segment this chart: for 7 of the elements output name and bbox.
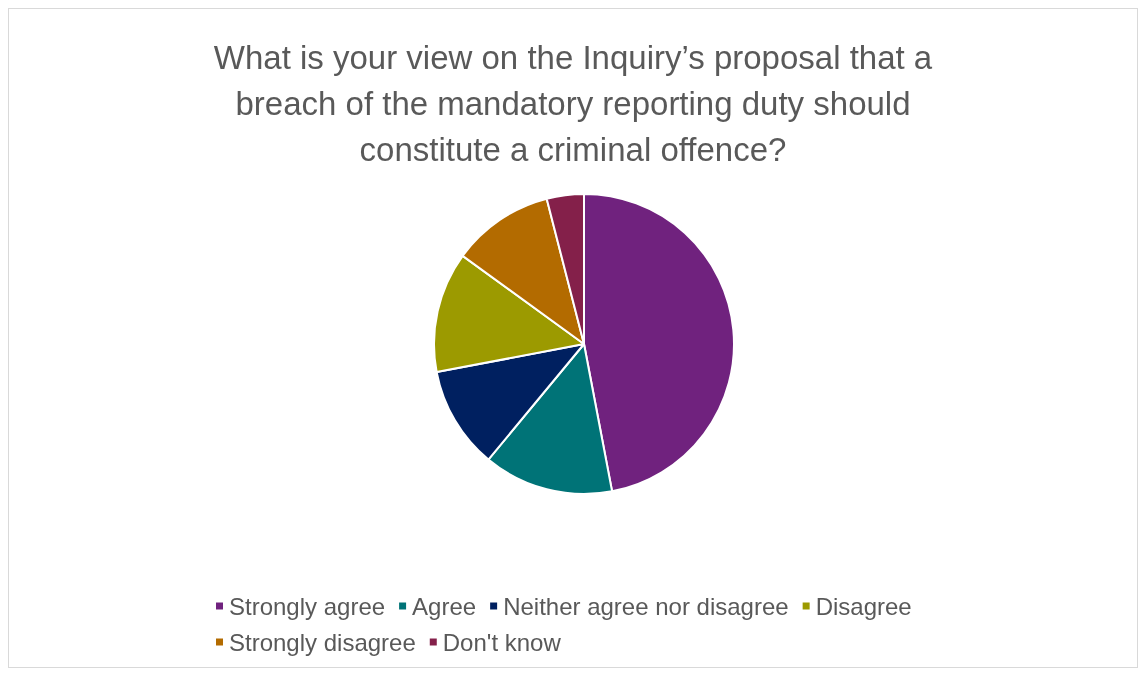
legend-label: Don't know [442,628,562,656]
legend-label: Disagree [815,592,912,620]
legend-label: Strongly agree [229,592,386,620]
chart-title: What is your view on the Inquiry’s proposal that a breach of the mandatory reporting duty should constitute a criminal offence? [213,38,933,168]
legend-label: Neither agree nor disagree [503,592,789,620]
legend-label: Agree [412,592,477,620]
legend-label: Strongly disagree [229,628,416,656]
